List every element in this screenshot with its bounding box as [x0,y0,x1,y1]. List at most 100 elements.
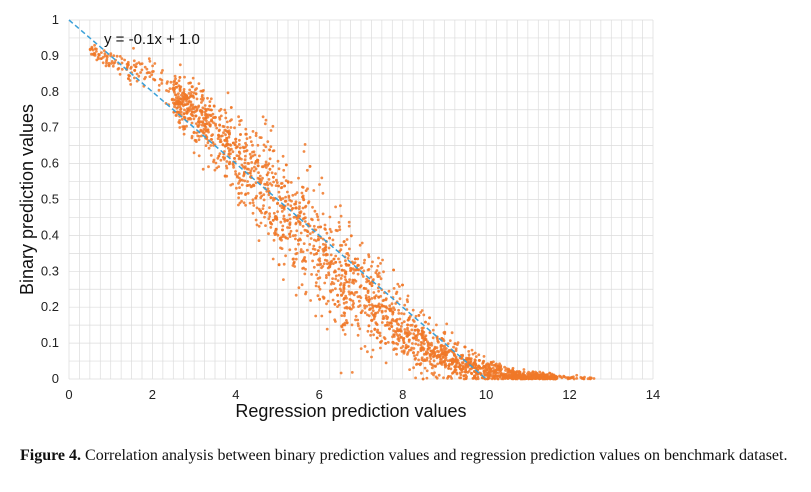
scatter-point [328,236,331,240]
scatter-point [334,270,337,274]
scatter-point [269,196,273,200]
scatter-point [458,365,461,369]
scatter-point [367,300,371,304]
scatter-point [303,228,307,232]
scatter-point [472,370,476,373]
scatter-point [251,130,255,133]
scatter-point [417,314,421,317]
scatter-point [275,216,278,220]
scatter-point [280,182,284,185]
scatter-point [423,338,427,341]
scatter-point [183,92,187,96]
scatter-point [127,74,131,78]
scatter-point [294,247,298,251]
scatter-point [342,311,346,315]
scatter-point [202,116,205,120]
scatter-point [406,328,409,332]
scatter-point [302,258,305,262]
scatter-point [243,165,247,169]
scatter-point [400,321,404,325]
scatter-point [323,281,327,285]
scatter-point [272,238,276,242]
scatter-point [274,172,277,176]
scatter-point [418,363,422,367]
scatter-point [316,225,320,229]
scatter-point [294,200,298,204]
scatter-point [266,187,270,191]
scatter-point [237,143,241,146]
scatter-point [467,369,471,373]
scatter-point [407,317,411,320]
scatter-point [502,374,506,378]
scatter-point [212,104,216,108]
scatter-point [118,72,122,76]
scatter-point [348,298,352,301]
scatter-point [179,108,182,111]
scatter-point [246,184,250,187]
scatter-point [395,352,398,356]
scatter-point [257,239,261,243]
scatter-point [187,96,191,100]
scatter-point [260,211,263,215]
scatter-point [353,257,357,261]
scatter-point [174,77,177,81]
scatter-point [231,141,235,145]
scatter-point [456,343,459,346]
scatter-point [454,349,458,352]
scatter-point [218,128,221,132]
scatter-point [308,243,312,246]
scatter-point [339,264,343,267]
scatter-point [231,182,235,186]
scatter-point [282,175,286,179]
scatter-point [282,278,285,281]
scatter-point [300,283,304,287]
scatter-point [209,144,213,147]
scatter-point [249,140,253,144]
scatter-point [111,64,115,68]
scatter-point [294,234,297,237]
scatter-point [279,220,283,224]
scatter-point [343,297,346,300]
scatter-point [192,91,196,95]
scatter-point [403,303,407,307]
scatter-point [330,280,334,284]
scatter-point [153,62,157,65]
scatter-point [246,180,250,183]
scatter-point [327,271,330,275]
scatter-point [338,225,341,229]
scatter-point [324,228,327,231]
scatter-point [322,253,325,257]
scatter-point [272,211,276,215]
scatter-point [412,351,415,355]
scatter-point [345,296,348,300]
scatter-point [403,328,407,331]
scatter-point [374,321,378,325]
scatter-point [354,279,358,283]
scatter-point [174,93,177,97]
scatter-point [233,157,236,160]
scatter-point [412,366,415,370]
scatter-point [195,87,199,90]
scatter-point [203,123,207,126]
scatter-point [95,50,98,53]
scatter-point [384,361,388,365]
scatter-point [251,211,255,215]
scatter-point [343,333,347,336]
scatter-point [174,98,178,102]
scatter-point [347,224,351,228]
scatter-point [499,373,503,377]
scatter-point [316,218,320,222]
scatter-point [254,196,258,200]
scatter-point [262,165,265,169]
scatter-point [209,114,213,118]
scatter-point [389,321,392,325]
scatter-point [211,133,215,137]
scatter-point [407,338,411,342]
scatter-point [239,133,242,136]
scatter-point [419,311,423,314]
scatter-point [212,116,215,119]
scatter-point [278,204,282,208]
scatter-point [348,278,351,281]
scatter-point [375,336,379,340]
scatter-point [312,265,316,269]
